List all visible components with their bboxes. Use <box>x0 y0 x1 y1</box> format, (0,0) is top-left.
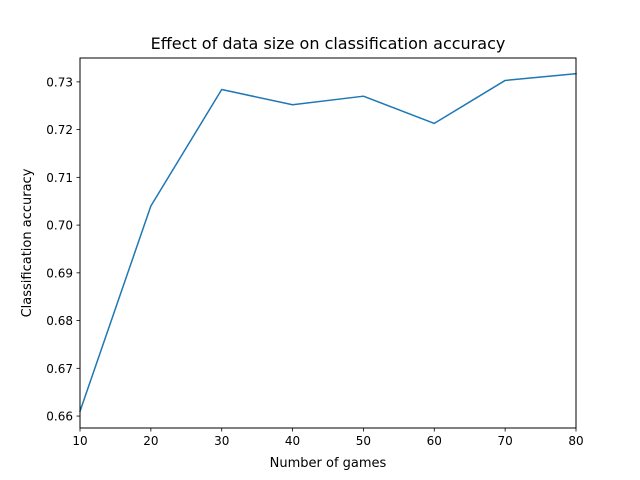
y-axis: 0.66 0.67 0.68 0.69 0.70 0.71 0.72 0.73 <box>46 75 80 424</box>
series-layer <box>79 72 577 413</box>
x-tick-label: 30 <box>214 434 229 448</box>
y-tick-label: 0.72 <box>46 123 73 137</box>
x-tick-label: 70 <box>498 434 513 448</box>
plot-frame <box>79 57 577 429</box>
x-tick-label: 80 <box>568 434 583 448</box>
y-tick-label: 0.69 <box>46 266 73 280</box>
y-tick-label: 0.68 <box>46 314 73 328</box>
chart-title: Effect of data size on classification ac… <box>151 34 506 53</box>
y-tick-label: 0.73 <box>46 75 73 89</box>
x-tick-label: 40 <box>285 434 300 448</box>
x-tick-label: 10 <box>72 434 87 448</box>
x-tick-label: 20 <box>143 434 158 448</box>
x-axis-label: Number of games <box>270 456 387 471</box>
y-tick-label: 0.66 <box>46 410 73 424</box>
y-axis-label: Classification accuracy <box>20 168 35 317</box>
y-tick-label: 0.71 <box>46 171 73 185</box>
x-tick-label: 60 <box>427 434 442 448</box>
series-line <box>79 72 577 413</box>
x-tick-label: 50 <box>356 434 371 448</box>
y-tick-label: 0.70 <box>46 219 73 233</box>
y-tick-label: 0.67 <box>46 362 73 376</box>
x-axis: 10 20 30 40 50 60 70 80 <box>72 428 584 448</box>
